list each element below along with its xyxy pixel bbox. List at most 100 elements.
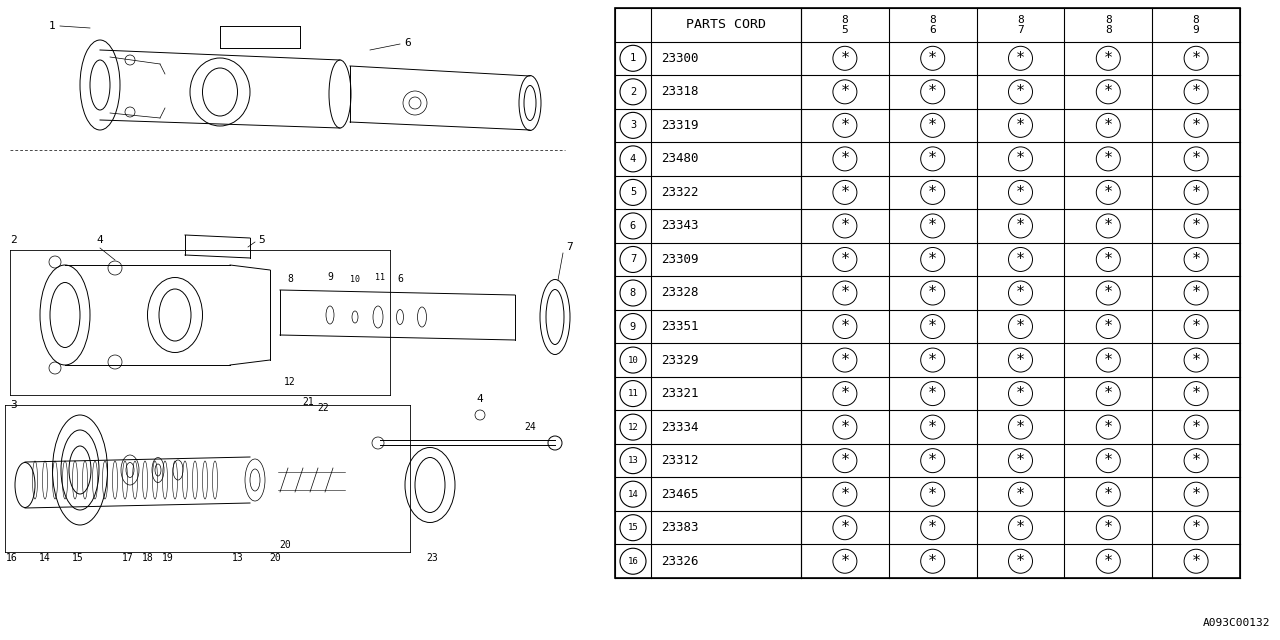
- Text: *: *: [928, 51, 937, 66]
- Text: 11: 11: [627, 389, 639, 398]
- Text: 16: 16: [6, 553, 18, 563]
- Text: 23480: 23480: [660, 152, 699, 165]
- Text: *: *: [1103, 252, 1112, 267]
- Text: 23318: 23318: [660, 85, 699, 99]
- Text: *: *: [1192, 386, 1201, 401]
- Text: *: *: [1103, 353, 1112, 367]
- Text: 12: 12: [627, 422, 639, 431]
- Text: 23351: 23351: [660, 320, 699, 333]
- Text: 8: 8: [630, 288, 636, 298]
- Text: *: *: [841, 353, 850, 367]
- Text: *: *: [841, 520, 850, 535]
- Text: 5: 5: [841, 25, 849, 35]
- Text: 23321: 23321: [660, 387, 699, 400]
- Text: 3: 3: [10, 400, 17, 410]
- Text: 13: 13: [232, 553, 244, 563]
- Text: *: *: [1103, 520, 1112, 535]
- Text: *: *: [928, 118, 937, 133]
- Text: *: *: [841, 152, 850, 166]
- Text: 8: 8: [287, 274, 293, 284]
- Text: *: *: [1016, 185, 1025, 200]
- Text: *: *: [1192, 520, 1201, 535]
- Text: *: *: [1016, 486, 1025, 502]
- Text: 2: 2: [10, 235, 17, 245]
- Text: *: *: [928, 353, 937, 367]
- Text: 20: 20: [279, 540, 291, 550]
- Text: *: *: [841, 319, 850, 334]
- Text: *: *: [841, 453, 850, 468]
- Text: *: *: [928, 554, 937, 569]
- Text: 19: 19: [163, 553, 174, 563]
- Text: *: *: [928, 420, 937, 435]
- Text: 8: 8: [929, 15, 936, 25]
- Text: 6: 6: [630, 221, 636, 231]
- Text: *: *: [1192, 486, 1201, 502]
- Text: 8: 8: [1193, 15, 1199, 25]
- Text: 2: 2: [630, 87, 636, 97]
- Text: 9: 9: [1193, 25, 1199, 35]
- Text: *: *: [1192, 152, 1201, 166]
- Text: 9: 9: [630, 321, 636, 332]
- Text: 8: 8: [841, 15, 849, 25]
- Text: 7: 7: [630, 255, 636, 264]
- Text: 20: 20: [269, 553, 280, 563]
- Text: *: *: [1016, 252, 1025, 267]
- Text: *: *: [1103, 185, 1112, 200]
- Text: 23309: 23309: [660, 253, 699, 266]
- Text: *: *: [1103, 453, 1112, 468]
- Text: 23383: 23383: [660, 521, 699, 534]
- Text: *: *: [1103, 386, 1112, 401]
- Text: *: *: [1192, 84, 1201, 99]
- Text: 7: 7: [1018, 25, 1024, 35]
- Text: 4: 4: [630, 154, 636, 164]
- Text: 3: 3: [630, 120, 636, 131]
- Text: 23322: 23322: [660, 186, 699, 199]
- Text: *: *: [1016, 386, 1025, 401]
- Text: 8: 8: [1105, 15, 1111, 25]
- Text: *: *: [928, 486, 937, 502]
- Text: *: *: [1016, 520, 1025, 535]
- Text: *: *: [1016, 554, 1025, 569]
- Text: *: *: [928, 185, 937, 200]
- Text: *: *: [928, 285, 937, 301]
- Text: *: *: [841, 218, 850, 234]
- Text: *: *: [1103, 319, 1112, 334]
- Text: *: *: [1192, 118, 1201, 133]
- Text: *: *: [1016, 453, 1025, 468]
- Text: *: *: [841, 252, 850, 267]
- Text: 22: 22: [317, 403, 329, 413]
- Text: *: *: [928, 319, 937, 334]
- Text: *: *: [1103, 84, 1112, 99]
- Text: 10: 10: [627, 356, 639, 365]
- Text: *: *: [1016, 218, 1025, 234]
- Text: *: *: [841, 486, 850, 502]
- Text: *: *: [841, 554, 850, 569]
- Text: *: *: [1192, 453, 1201, 468]
- Text: 1: 1: [49, 21, 55, 31]
- Text: *: *: [1103, 51, 1112, 66]
- Text: *: *: [1016, 152, 1025, 166]
- Text: *: *: [1192, 353, 1201, 367]
- Text: *: *: [928, 252, 937, 267]
- Text: A093C00132: A093C00132: [1202, 618, 1270, 628]
- Text: 7: 7: [567, 242, 573, 252]
- Text: *: *: [1192, 285, 1201, 301]
- Bar: [614, 8, 1240, 578]
- Text: *: *: [841, 51, 850, 66]
- Text: 15: 15: [627, 524, 639, 532]
- Text: 14: 14: [40, 553, 51, 563]
- Text: *: *: [1103, 118, 1112, 133]
- Text: 23326: 23326: [660, 555, 699, 568]
- Text: 13: 13: [627, 456, 639, 465]
- Text: *: *: [928, 152, 937, 166]
- Text: *: *: [1016, 319, 1025, 334]
- Text: 21: 21: [302, 397, 314, 407]
- Text: *: *: [1016, 118, 1025, 133]
- Text: 23334: 23334: [660, 420, 699, 434]
- Text: *: *: [841, 285, 850, 301]
- Text: *: *: [841, 118, 850, 133]
- Text: 10: 10: [349, 275, 360, 284]
- Text: *: *: [1103, 218, 1112, 234]
- Text: 23328: 23328: [660, 287, 699, 300]
- Text: 23312: 23312: [660, 454, 699, 467]
